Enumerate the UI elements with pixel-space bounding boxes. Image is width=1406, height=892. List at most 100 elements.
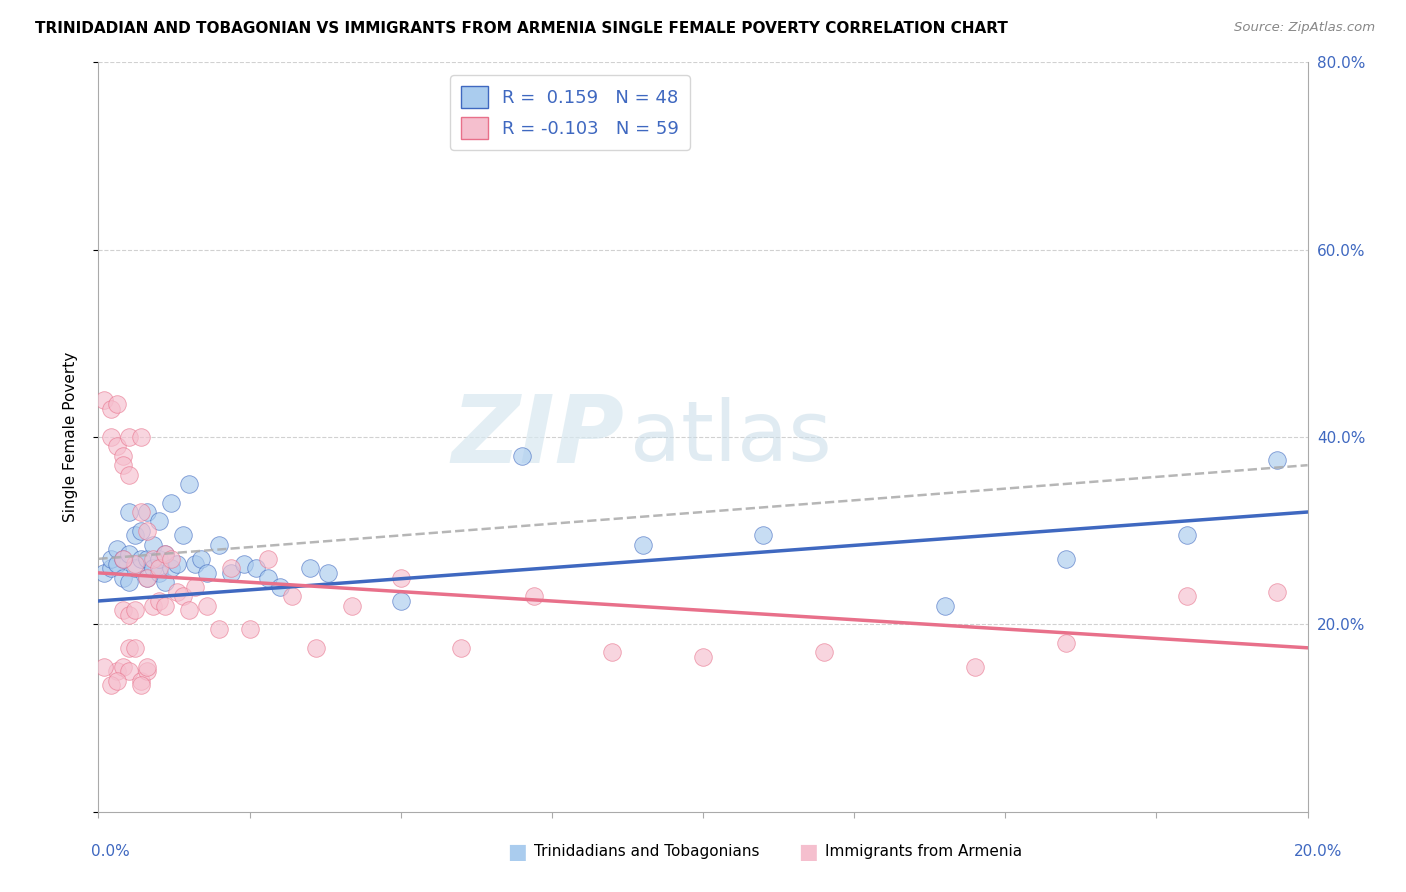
Point — [129, 551, 152, 566]
Point — [118, 547, 141, 561]
Text: ZIP: ZIP — [451, 391, 624, 483]
Point — [93, 392, 115, 407]
Point — [118, 664, 141, 679]
Point — [239, 622, 262, 636]
Point — [93, 566, 115, 580]
Point — [184, 580, 207, 594]
Text: Source: ZipAtlas.com: Source: ZipAtlas.com — [1234, 21, 1375, 34]
Point — [1267, 584, 1289, 599]
Point — [111, 603, 134, 617]
Text: ■: ■ — [508, 842, 527, 862]
Legend: R =  0.159   N = 48, R = -0.103   N = 59: R = 0.159 N = 48, R = -0.103 N = 59 — [450, 75, 690, 150]
Point — [135, 571, 157, 585]
Point — [752, 528, 775, 542]
Point — [179, 476, 201, 491]
Point — [232, 557, 254, 571]
Point — [342, 599, 364, 613]
Point — [299, 561, 322, 575]
Point — [153, 575, 176, 590]
Point — [510, 449, 533, 463]
Point — [1054, 551, 1077, 566]
Point — [118, 640, 141, 655]
Point — [105, 673, 128, 688]
Point — [190, 551, 212, 566]
Point — [142, 538, 165, 552]
Point — [148, 561, 170, 575]
Point — [221, 561, 243, 575]
Point — [153, 547, 176, 561]
Point — [111, 449, 134, 463]
Point — [160, 561, 183, 575]
Point — [1267, 453, 1289, 467]
Point — [124, 528, 146, 542]
Point — [153, 599, 176, 613]
Point — [129, 673, 152, 688]
Point — [195, 599, 218, 613]
Point — [1175, 528, 1198, 542]
Point — [105, 557, 128, 571]
Point — [160, 551, 183, 566]
Point — [111, 551, 134, 566]
Point — [93, 659, 115, 673]
Point — [111, 659, 134, 673]
Point — [124, 561, 146, 575]
Point — [602, 646, 624, 660]
Point — [208, 622, 231, 636]
Text: Trinidadians and Tobagonians: Trinidadians and Tobagonians — [534, 845, 759, 859]
Point — [124, 640, 146, 655]
Point — [135, 659, 157, 673]
Point — [135, 524, 157, 538]
Point — [631, 538, 654, 552]
Point — [100, 430, 122, 444]
Point — [129, 524, 152, 538]
Point — [118, 467, 141, 482]
Point — [179, 603, 201, 617]
Point — [316, 566, 339, 580]
Point — [269, 580, 291, 594]
Point — [934, 599, 956, 613]
Point — [118, 608, 141, 623]
Text: atlas: atlas — [630, 397, 832, 477]
Point — [523, 590, 546, 604]
Point — [124, 603, 146, 617]
Point — [135, 505, 157, 519]
Point — [135, 571, 157, 585]
Point — [135, 551, 157, 566]
Point — [195, 566, 218, 580]
Point — [256, 551, 278, 566]
Text: 20.0%: 20.0% — [1295, 845, 1343, 859]
Point — [208, 538, 231, 552]
Point — [142, 551, 165, 566]
Point — [148, 566, 170, 580]
Point — [129, 505, 152, 519]
Point — [100, 561, 122, 575]
Point — [105, 542, 128, 557]
Y-axis label: Single Female Poverty: Single Female Poverty — [63, 352, 77, 522]
Point — [100, 551, 122, 566]
Point — [166, 557, 188, 571]
Point — [813, 646, 835, 660]
Point — [124, 557, 146, 571]
Point — [105, 664, 128, 679]
Point — [105, 397, 128, 411]
Point — [305, 640, 328, 655]
Text: Immigrants from Armenia: Immigrants from Armenia — [825, 845, 1022, 859]
Point — [245, 561, 267, 575]
Point — [184, 557, 207, 571]
Point — [100, 678, 122, 692]
Point — [1175, 590, 1198, 604]
Point — [172, 590, 194, 604]
Point — [118, 430, 141, 444]
Point — [118, 505, 141, 519]
Point — [389, 571, 412, 585]
Point — [166, 584, 188, 599]
Point — [256, 571, 278, 585]
Point — [389, 594, 412, 608]
Point — [1054, 636, 1077, 650]
Point — [148, 594, 170, 608]
Text: 0.0%: 0.0% — [91, 845, 131, 859]
Point — [153, 547, 176, 561]
Point — [172, 528, 194, 542]
Point — [118, 575, 141, 590]
Point — [100, 401, 122, 416]
